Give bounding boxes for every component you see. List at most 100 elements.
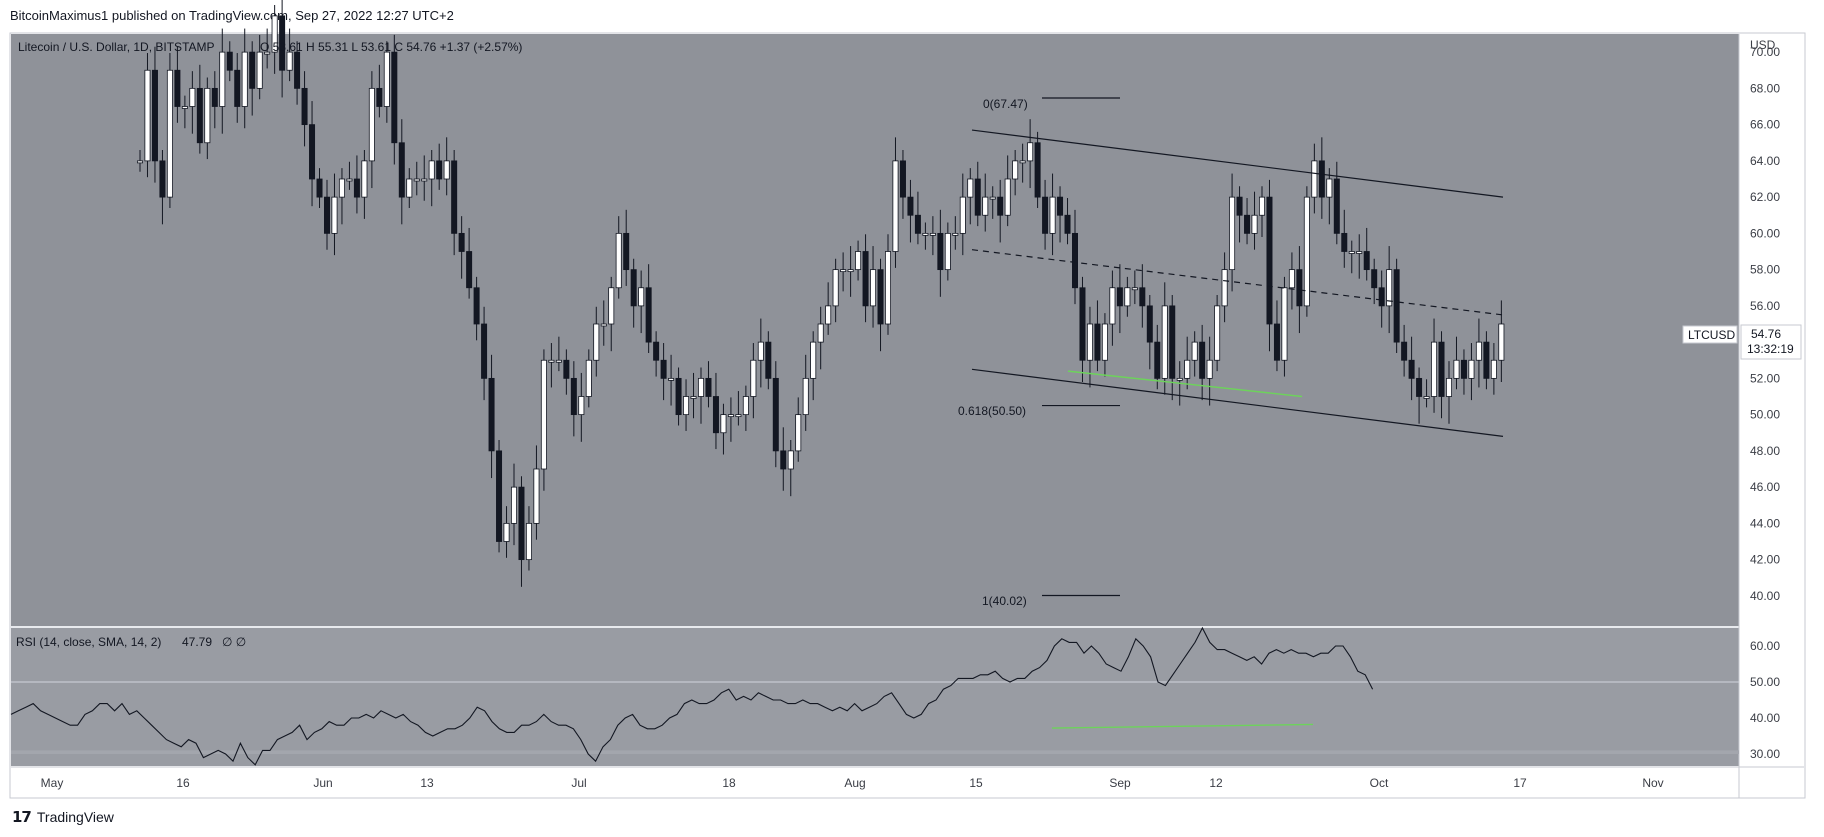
candle-body <box>226 51 233 71</box>
candle-body <box>563 359 570 379</box>
candle-body <box>466 251 473 289</box>
candle-body <box>1034 142 1041 198</box>
fib-level-0618-label: 0.618(50.50) <box>958 404 1026 418</box>
candle-body <box>249 51 256 89</box>
candle-body <box>1378 287 1385 307</box>
candle-body <box>1131 287 1138 291</box>
candle-body <box>1251 214 1258 234</box>
price-tick-label: 46.00 <box>1750 480 1780 494</box>
candle-body <box>1266 196 1273 325</box>
price-tick-label: 50.00 <box>1750 408 1780 422</box>
candle-body <box>817 323 824 343</box>
candle-body <box>982 196 989 216</box>
candle-body <box>660 359 667 379</box>
channel-upper-line <box>971 129 1504 198</box>
time-tick-label: Jul <box>571 776 586 790</box>
price-axis[interactable] <box>1740 34 1804 766</box>
candle-body <box>503 522 510 542</box>
time-tick-label: Aug <box>844 776 865 790</box>
candle-body <box>518 486 525 561</box>
rsi-extra: ∅ ∅ <box>222 635 246 649</box>
candle-body <box>645 287 652 343</box>
time-axis[interactable] <box>11 767 1804 797</box>
candle-body <box>1221 269 1228 307</box>
rsi-lower-band <box>11 750 1739 754</box>
rsi-panel[interactable] <box>11 628 1739 766</box>
candle-body <box>795 414 802 452</box>
rsi-tick-label: 30.00 <box>1750 747 1780 761</box>
time-tick-label: May <box>41 776 64 790</box>
candle-body <box>555 359 562 363</box>
candle-body <box>1318 160 1325 198</box>
price-label-box <box>1740 324 1802 360</box>
candle-body <box>413 178 420 182</box>
candle-body <box>548 359 555 363</box>
candle-body <box>421 178 428 182</box>
candle-body <box>630 269 637 307</box>
channel-lower-line <box>971 368 1504 437</box>
candle-body <box>810 341 817 379</box>
candle-body <box>623 232 630 271</box>
candle-body <box>286 51 293 71</box>
candle-body <box>1490 359 1497 379</box>
candle-body <box>540 359 547 470</box>
price-tick-label: 58.00 <box>1750 263 1780 277</box>
candle-body <box>1371 269 1378 289</box>
candle-body <box>1191 341 1198 361</box>
candle-body <box>1288 269 1295 289</box>
candle-body <box>1468 359 1475 379</box>
rsi-support-line <box>1051 723 1314 729</box>
candle-body <box>914 214 921 234</box>
candle-body <box>436 160 443 180</box>
candle-body <box>398 142 405 198</box>
candlestick-series <box>136 0 1505 587</box>
candle-body <box>331 196 338 234</box>
candle-body <box>1101 323 1108 361</box>
candle-body <box>376 87 383 107</box>
candle-body <box>1244 214 1251 234</box>
time-tick-label: 17 <box>1513 776 1527 790</box>
time-tick-label: 18 <box>722 776 736 790</box>
candle-body <box>488 377 495 452</box>
candle-body <box>383 51 390 107</box>
candle-body <box>952 232 959 236</box>
candle-body <box>353 178 360 198</box>
candle-body <box>742 396 749 416</box>
candle-body <box>316 178 323 198</box>
candle-body <box>443 160 450 180</box>
candle-body <box>1199 341 1206 379</box>
candle-body <box>174 69 181 107</box>
candle-body <box>772 377 779 452</box>
candle-body <box>653 341 660 361</box>
candle-body <box>323 196 330 234</box>
candle-body <box>1229 196 1236 271</box>
symbol-title[interactable]: Litecoin / U.S. Dollar, 1D, BITSTAMP <box>18 40 215 54</box>
candle-body <box>1393 269 1400 343</box>
price-tick-label: 56.00 <box>1750 299 1780 313</box>
candle-body <box>1475 341 1482 361</box>
candle-body <box>1214 305 1221 361</box>
price-tick-label: 62.00 <box>1750 190 1780 204</box>
candle-body <box>144 69 151 162</box>
candle-body <box>1416 377 1423 397</box>
price-tick-label: 68.00 <box>1750 81 1780 95</box>
candle-body <box>1303 196 1310 307</box>
price-tick-label: 40.00 <box>1750 589 1780 603</box>
candle-body <box>256 51 263 89</box>
rsi-tick-label: 40.00 <box>1750 711 1780 725</box>
candle-body <box>698 377 705 397</box>
rsi-legend[interactable]: RSI (14, close, SMA, 14, 2) <box>16 635 161 649</box>
rsi-line <box>10 626 1374 766</box>
candle-body <box>922 232 929 236</box>
candle-body <box>361 160 368 198</box>
candle-body <box>855 251 862 271</box>
candle-body <box>1161 305 1168 379</box>
candle-body <box>406 178 413 198</box>
candle-body <box>907 196 914 216</box>
candle-body <box>1042 196 1049 234</box>
candle-body <box>593 323 600 361</box>
candle-body <box>1124 287 1131 307</box>
price-panel[interactable] <box>11 34 1739 626</box>
candle-body <box>705 377 712 397</box>
